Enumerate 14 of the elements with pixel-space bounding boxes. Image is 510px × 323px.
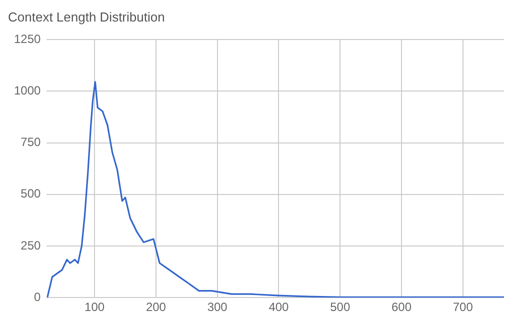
x-tick-label: 100	[84, 300, 105, 314]
x-tick-label: 500	[330, 300, 350, 314]
y-tick-label: 1250	[14, 32, 42, 46]
y-tick-label: 1000	[14, 84, 42, 98]
y-tick-label: 0	[34, 290, 42, 304]
chart-title: Context Length Distribution	[8, 9, 165, 24]
x-tick-label: 700	[452, 300, 474, 314]
y-tick-label: 500	[20, 186, 42, 201]
y-tick-label: 750	[20, 135, 42, 150]
y-tick-label: 250	[20, 238, 42, 252]
x-tick-label: 600	[391, 300, 412, 314]
x-tick-label: 300	[207, 300, 228, 314]
x-tick-label: 200	[146, 300, 166, 314]
x-tick-label: 400	[268, 300, 290, 314]
